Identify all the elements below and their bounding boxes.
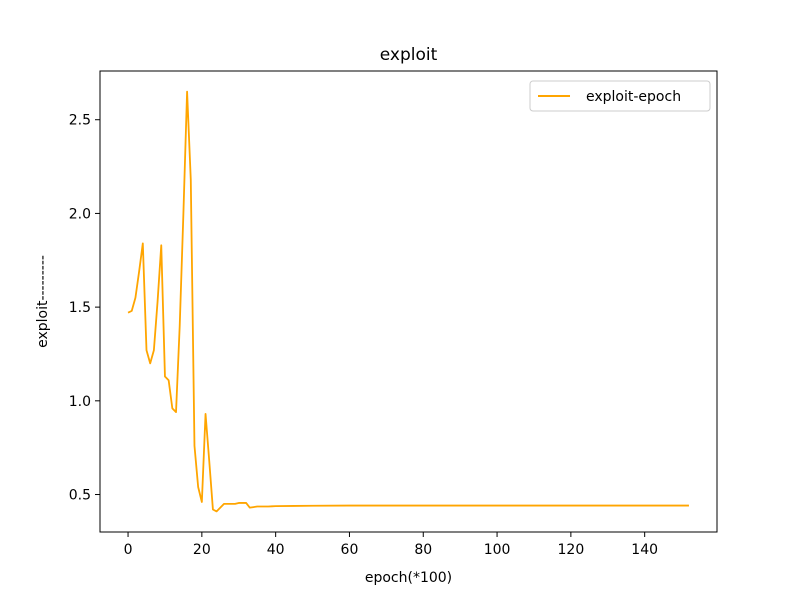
x-tick-label: 120 <box>558 542 585 558</box>
y-tick-label: 1.0 <box>69 394 91 410</box>
y-tick-label: 1.5 <box>69 300 91 316</box>
x-tick-label: 0 <box>124 542 133 558</box>
x-axis-label: epoch(*100) <box>365 570 452 586</box>
y-axis-ticks: 0.5 1.0 1.5 2.0 2.5 <box>69 113 100 504</box>
legend-entry-label: exploit-epoch <box>586 89 681 105</box>
y-tick-label: 0.5 <box>69 488 91 504</box>
series-layer <box>127 90 689 513</box>
plot-frame <box>99 70 718 533</box>
chart-title: exploit <box>380 45 438 65</box>
x-axis-ticks: 0 20 40 60 80 100 120 140 <box>124 532 658 558</box>
x-tick-label: 60 <box>341 542 359 558</box>
x-tick-label: 20 <box>193 542 211 558</box>
x-tick-label: 100 <box>484 542 511 558</box>
x-tick-label: 140 <box>631 542 658 558</box>
series-line <box>127 90 689 513</box>
x-tick-label: 40 <box>267 542 285 558</box>
y-tick-label: 2.5 <box>69 113 91 129</box>
legend: exploit-epoch <box>529 80 711 112</box>
y-tick-label: 2.0 <box>69 206 91 222</box>
x-tick-label: 80 <box>414 542 432 558</box>
legend-box <box>529 80 711 112</box>
plot-area: 0 20 40 60 80 100 120 140 0.5 1.0 1.5 2.0 2.5 <box>69 70 718 558</box>
y-axis-label: exploit--------- <box>35 255 51 348</box>
